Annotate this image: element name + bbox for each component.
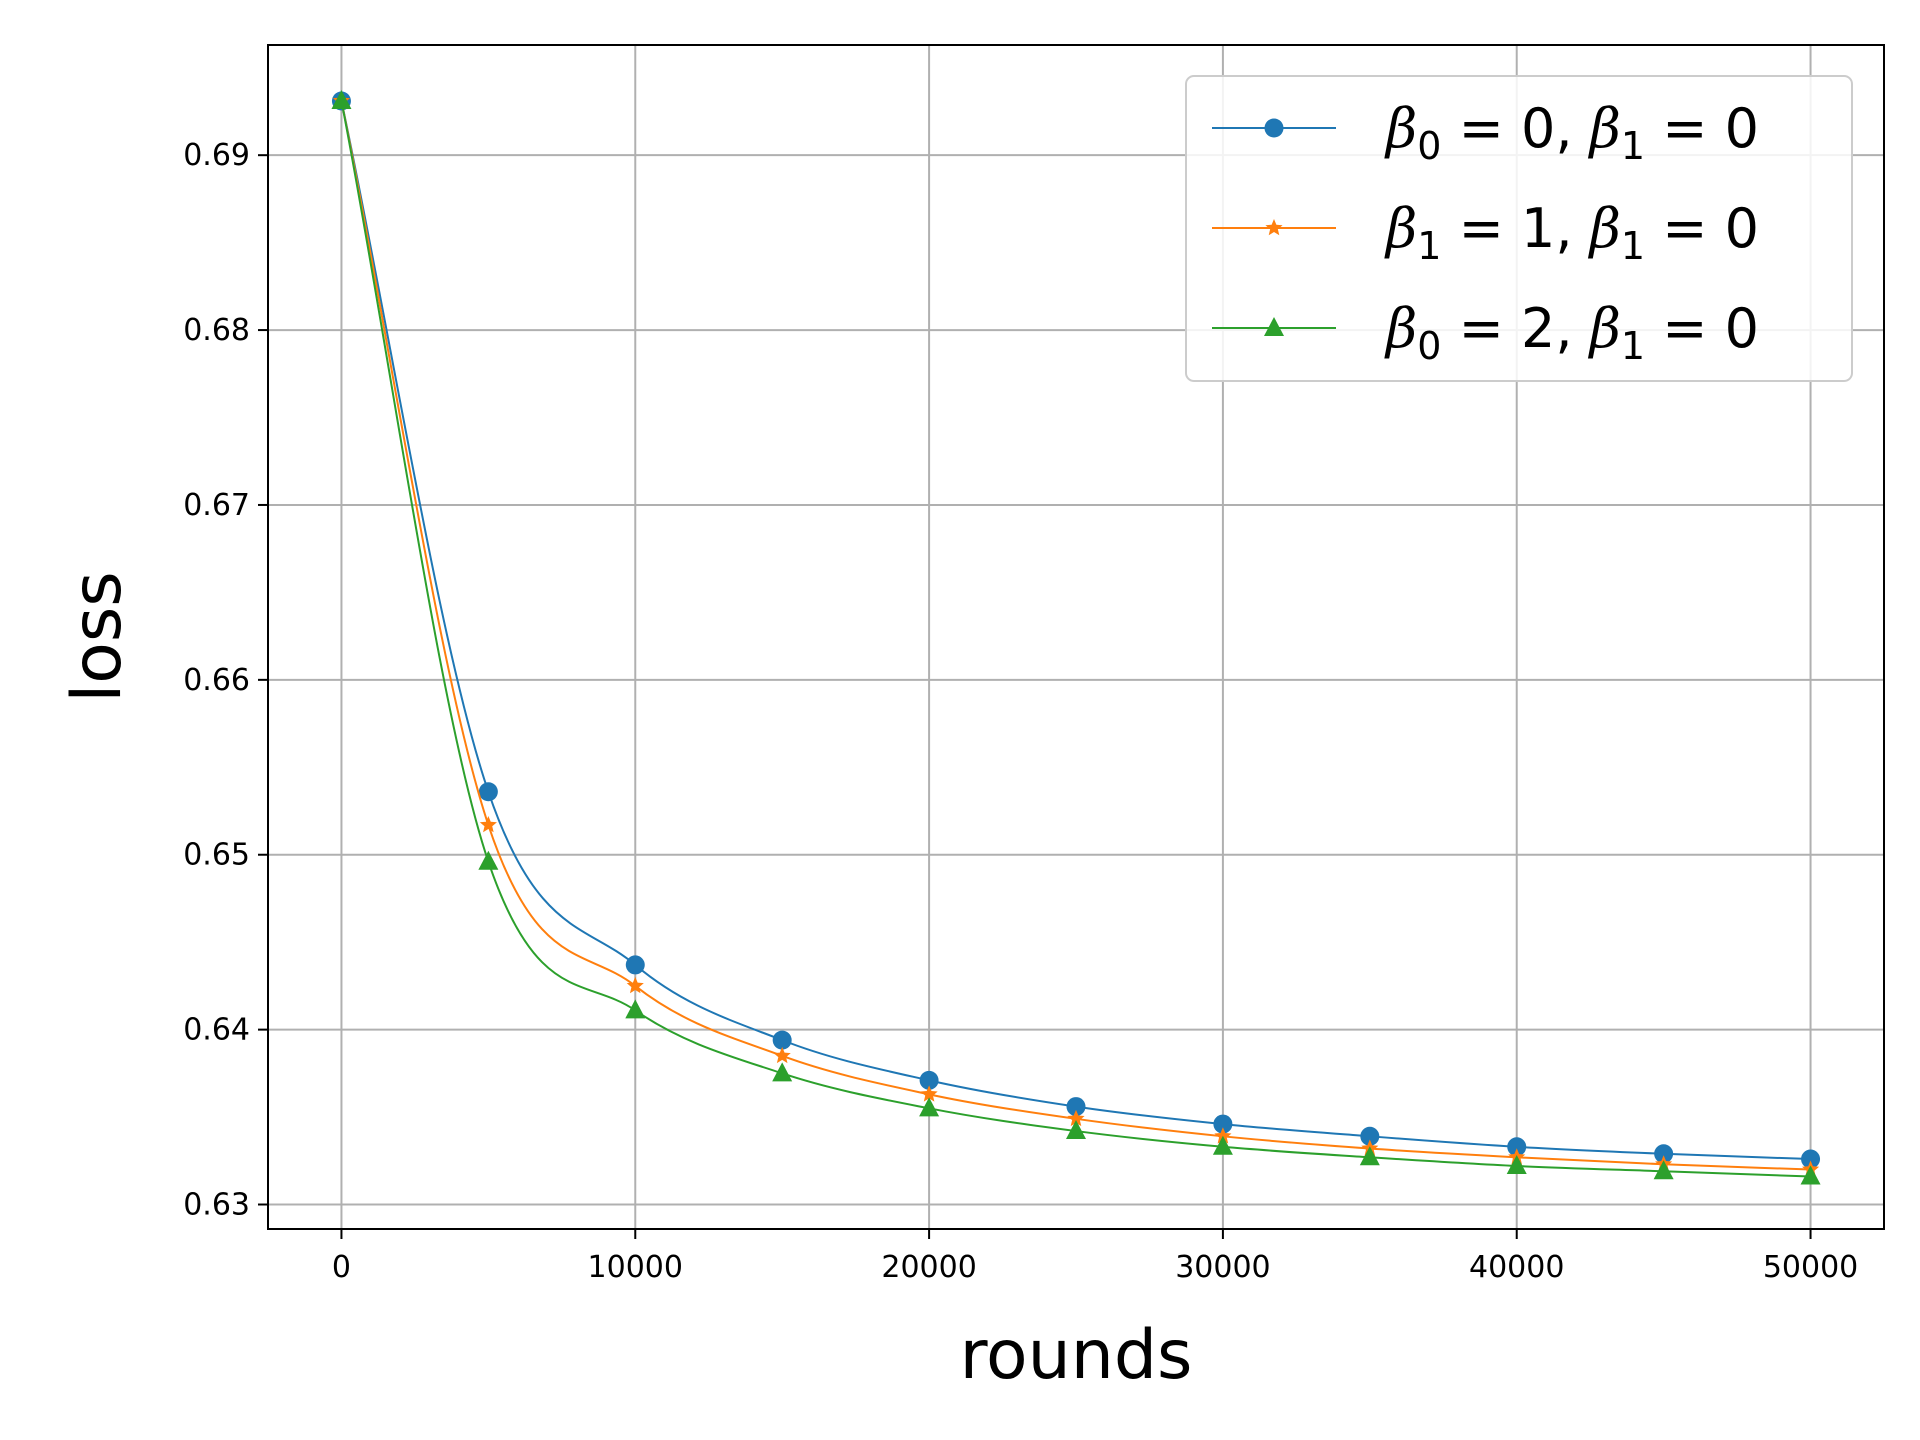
series-layer: [331, 89, 1821, 1185]
data-point: [331, 89, 352, 109]
legend: β0 = 0, β1 = 0 β1 = 1, β1 = 0 β0 = 2, β1 =…: [1185, 75, 1853, 382]
data-point: [1264, 118, 1284, 138]
x-tick-label: 10000: [588, 1250, 683, 1285]
data-point: [1654, 1144, 1674, 1164]
data-point: [1067, 1109, 1085, 1127]
data-point: [478, 782, 498, 802]
y-tick-label: 0.66: [183, 663, 250, 698]
data-point: [919, 1097, 940, 1117]
data-point: [1264, 317, 1284, 336]
data-point: [1359, 1146, 1380, 1166]
y-tick-label: 0.63: [183, 1188, 250, 1223]
data-point: [1265, 219, 1283, 236]
legend-box: [1185, 75, 1853, 382]
series-line: [340, 100, 1811, 1178]
series-circle: [331, 91, 1821, 1169]
y-axis-ticks: 0.63 0.64 0.65 0.66 0.67 0.68 0.69: [183, 138, 268, 1223]
series-triangle: [331, 89, 1821, 1185]
data-point: [1653, 1160, 1674, 1180]
data-point: [1506, 1155, 1527, 1175]
y-axis-label: loss: [58, 571, 137, 702]
data-point: [478, 850, 499, 870]
x-tick-label: 20000: [881, 1250, 976, 1285]
data-point: [772, 1030, 792, 1050]
data-point: [773, 1046, 791, 1064]
data-point: [920, 1085, 938, 1102]
legend-entry: β0 = 0, β1 = 0: [1384, 97, 1759, 168]
data-point: [919, 1070, 939, 1090]
data-point: [479, 816, 497, 833]
data-point: [772, 1062, 793, 1082]
data-point: [1507, 1137, 1527, 1157]
y-tick-label: 0.65: [183, 838, 250, 873]
x-tick-label: 30000: [1175, 1250, 1270, 1285]
data-point: [1213, 1114, 1233, 1134]
x-tick-label: 40000: [1469, 1250, 1564, 1285]
y-tick-label: 0.64: [183, 1013, 250, 1048]
y-tick-label: 0.68: [183, 313, 250, 348]
plot-frame: [267, 44, 1885, 1230]
data-point: [1066, 1097, 1086, 1117]
data-point: [1214, 1127, 1232, 1144]
data-point: [1800, 1165, 1821, 1185]
series-line: [340, 100, 1811, 1171]
data-point: [1360, 1126, 1380, 1146]
x-axis-ticks: 0 10000 20000 30000 40000 50000: [332, 1229, 1858, 1285]
data-point: [625, 999, 646, 1019]
data-point: [1066, 1120, 1086, 1140]
y-tick-label: 0.67: [183, 488, 250, 523]
legend-entry: β1 = 1, β1 = 0: [1384, 197, 1759, 268]
y-tick-label: 0.69: [183, 138, 250, 173]
data-point: [625, 955, 645, 975]
data-point: [1801, 1149, 1821, 1169]
data-point: [626, 976, 644, 994]
x-tick-label: 0: [332, 1250, 351, 1285]
legend-entry: β0 = 2, β1 = 0: [1384, 297, 1759, 368]
data-point: [1212, 1135, 1233, 1155]
x-axis-label: rounds: [960, 1316, 1193, 1395]
x-tick-label: 50000: [1763, 1250, 1858, 1285]
